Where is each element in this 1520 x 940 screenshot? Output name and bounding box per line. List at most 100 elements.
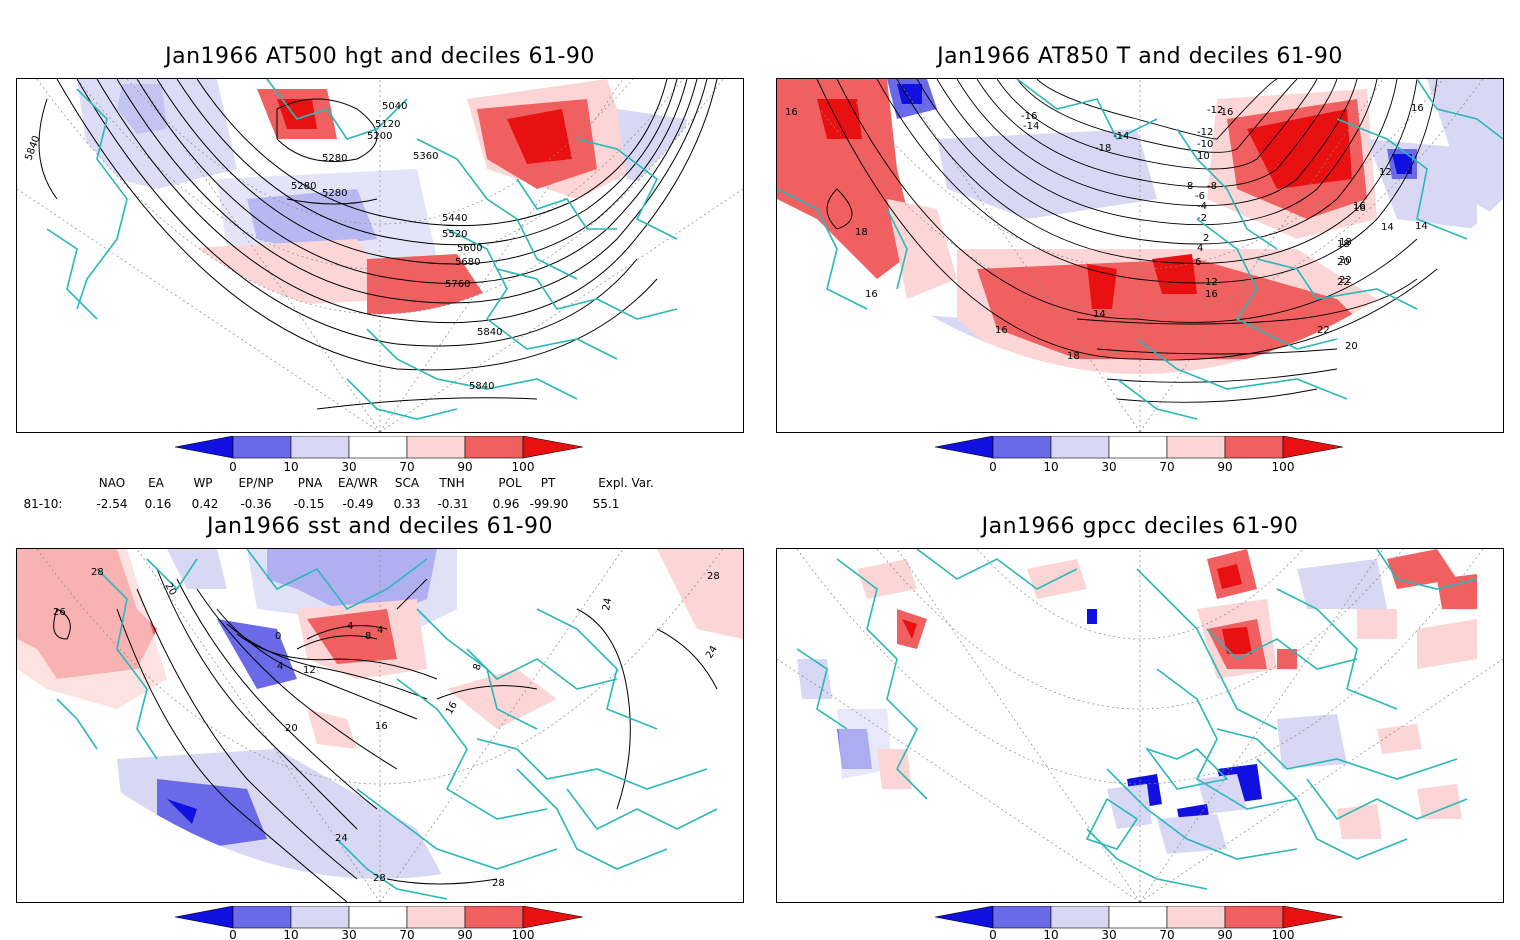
anomaly-red-strong <box>1087 264 1117 309</box>
index-value: 0.33 <box>393 497 421 511</box>
colorbar-tick: 100 <box>512 928 535 940</box>
panel-title-4: Jan1966 gpcc deciles 61-90 <box>981 514 1299 539</box>
index-value: -0.15 <box>293 497 325 511</box>
colorbar-2: 0 10 30 70 90 100 <box>935 436 1344 474</box>
coastlines <box>56 549 718 900</box>
index-value: 55.1 <box>592 497 620 511</box>
contour-label: 5280 <box>322 153 347 164</box>
contour-label: 5760 <box>445 279 470 290</box>
index-value: -0.31 <box>437 497 469 511</box>
map-panel-gpcc <box>776 548 1504 903</box>
colorbar-tick: 0 <box>989 928 997 940</box>
contour-label: 28 <box>707 571 720 582</box>
contour-label: 22 <box>1317 325 1330 336</box>
colorbar-tick: 30 <box>1101 460 1116 474</box>
contour-label: 8 <box>365 631 371 642</box>
indices-row-label: 81-10: <box>23 497 63 511</box>
contour-labels: 28 28 26 24 20 24 20 16 16 12 8 4 0 4 4 … <box>53 567 720 889</box>
anomaly-red-strong <box>817 99 862 139</box>
index-header: SCA <box>394 476 420 490</box>
contour-label: -2 <box>1197 213 1207 224</box>
contour-labels: 5040 5120 5200 5280 5280 5280 5360 5440 … <box>23 101 502 392</box>
map-at850-svg: 16 16 18 16 16 14 12 14 16 18 20 22 22 2… <box>777 79 1503 432</box>
colorbar-tick: 0 <box>989 460 997 474</box>
colorbar-tick: 10 <box>1043 928 1058 940</box>
contour-label: 16 <box>1353 203 1366 214</box>
panel-title-2: Jan1966 AT850 T and deciles 61-90 <box>937 44 1343 69</box>
contour-label: 18 <box>1339 237 1352 248</box>
contour-label: -4 <box>1197 201 1207 212</box>
anomaly-red-light <box>657 549 743 639</box>
contour-label: 16 <box>1205 289 1218 300</box>
anomaly-red-mid <box>777 79 917 279</box>
contour-label: 14 <box>1415 221 1428 232</box>
colorbar-tick: 70 <box>399 928 414 940</box>
colorbar-tick: 100 <box>1272 928 1295 940</box>
colorbar-tick: 0 <box>229 460 237 474</box>
anomaly-blue-strong <box>1392 154 1412 174</box>
contour-label: 16 <box>1411 103 1424 114</box>
contour-label: 16 <box>444 700 460 717</box>
contour-label: 4 <box>377 625 383 636</box>
colorbar-tick: 70 <box>1159 460 1174 474</box>
contour-label: 16 <box>995 325 1008 336</box>
map-panel-at850: 16 16 18 16 16 14 12 14 16 18 20 22 22 2… <box>776 78 1504 433</box>
temperature-contours <box>816 79 1438 403</box>
colorbar-1: 0 10 30 70 90 100 <box>175 436 584 474</box>
contour-label: 5120 <box>375 119 400 130</box>
map-panel-sst: 28 28 26 24 20 24 20 16 16 12 8 4 0 4 4 … <box>16 548 744 903</box>
index-header: PT <box>540 476 556 490</box>
index-header: TNH <box>439 476 465 490</box>
coastlines <box>46 79 678 420</box>
anomaly-red-light <box>17 549 167 709</box>
colorbar-tick: 10 <box>283 460 298 474</box>
colorbar-tick: 30 <box>1101 928 1116 940</box>
contour-label: -18 <box>1095 143 1111 154</box>
contour-label: 24 <box>335 833 348 844</box>
index-value: 0.42 <box>191 497 219 511</box>
colorbar-tick: 70 <box>399 460 414 474</box>
contour-label: 20 <box>1345 341 1358 352</box>
colorbar-4: 0 10 30 70 90 100 <box>935 906 1344 940</box>
anomaly-red-strong <box>1247 109 1352 189</box>
contour-label: 5280 <box>322 188 347 199</box>
contour-label: 18 <box>855 227 868 238</box>
colorbar-3: 0 10 30 70 90 100 <box>175 906 584 940</box>
contour-label: 12 <box>1205 277 1218 288</box>
map-gpcc-svg <box>777 549 1503 902</box>
colorbar-tick: 10 <box>1043 460 1058 474</box>
contour-label: 10 <box>1197 151 1210 162</box>
contour-label: 26 <box>53 607 66 618</box>
contour-label: 5200 <box>367 131 392 142</box>
contour-label: 4 <box>277 661 283 672</box>
contour-label: 16 <box>1353 201 1366 212</box>
contour-label: -6 <box>1195 191 1205 202</box>
index-value: -99.90 <box>529 497 569 511</box>
panel-title-3: Jan1966 sst and deciles 61-90 <box>206 514 554 539</box>
contour-label: 5520 <box>442 229 467 240</box>
index-header: PNA <box>297 476 323 490</box>
map-at500-svg: 5040 5120 5200 5280 5280 5280 5360 5440 … <box>17 79 743 432</box>
index-value: 0.96 <box>492 497 520 511</box>
colorbar-tick: 70 <box>1159 928 1174 940</box>
colorbar-tick: 10 <box>283 928 298 940</box>
colorbar-tick: 90 <box>457 460 472 474</box>
contour-label: -12 <box>1197 127 1213 138</box>
contour-label: -14 <box>1113 131 1129 142</box>
contour-label: 24 <box>704 644 720 661</box>
sst-contours <box>53 568 718 902</box>
anomaly-red-mid <box>977 259 1377 359</box>
colorbar-tick: 30 <box>341 928 356 940</box>
colorbar-tick: 90 <box>1217 928 1232 940</box>
contour-label: 20 <box>1337 257 1350 268</box>
contour-label: -16 <box>1021 111 1037 122</box>
contour-label: 28 <box>373 873 386 884</box>
contour-label: 18 <box>1067 351 1080 362</box>
index-header: Expl. Var. <box>598 476 654 490</box>
index-value: -0.49 <box>342 497 374 511</box>
latlon-grid <box>796 79 1484 432</box>
contour-label: 28 <box>91 567 104 578</box>
contour-label: 22 <box>1339 275 1352 286</box>
contour-label: 28 <box>492 878 505 889</box>
contour-label: 5280 <box>291 181 316 192</box>
